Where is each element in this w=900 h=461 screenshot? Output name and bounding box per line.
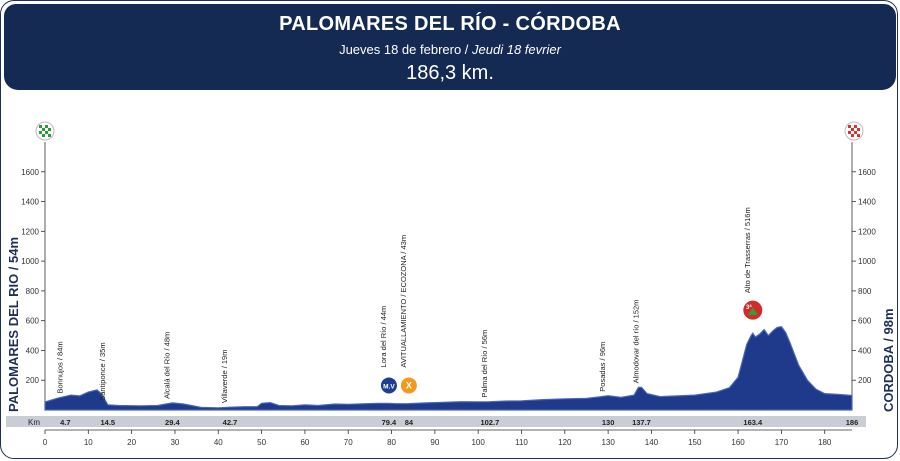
left-y-tick-label: 400 [26,346,40,355]
left-y-tick-label: 1400 [21,198,39,207]
right-y-tick-label: 1600 [858,168,876,177]
start-flag-icon-square [45,131,48,134]
climb-category-label: 3ª [746,304,752,311]
start-flag-icon-square [39,125,42,128]
km-bar-label: 79.4 [382,418,397,427]
start-flag-icon [35,121,55,141]
km-bar-label: 4.7 [60,418,70,427]
start-flag-icon-square [48,128,51,131]
km-bar-label: 137.7 [632,418,651,427]
stage-header: PALOMARES DEL RÍO - CÓRDOBA Jueves 18 de… [4,4,896,90]
right-y-tick-label: 600 [858,317,872,326]
km-bar [6,416,866,427]
x-tick-label: 30 [170,438,179,447]
x-tick-label: 160 [731,438,745,447]
waypoint-label: Alto de Trasserras / 516m [743,207,752,293]
waypoint-label: Alcalá del Río / 48m [162,332,171,399]
waypoint-label: Almodovar del río / 152m [631,300,640,384]
right-y-tick-label: 1000 [858,257,876,266]
x-tick-label: 120 [558,438,572,447]
x-tick-label: 10 [84,438,93,447]
x-tick-label: 80 [387,438,396,447]
km-bar-label: 14.5 [101,418,116,427]
km-bar-label: 29.4 [165,418,180,427]
x-tick-label: 140 [645,438,659,447]
marker-circle [400,377,417,394]
x-tick-label: 130 [601,438,615,447]
right-y-tick-label: 1200 [858,227,876,236]
start-town-label: PALOMARES DEL RIO / 54m [6,236,21,412]
finish-flag-icon [844,121,864,141]
x-tick-label: 100 [471,438,485,447]
date-french: Jeudi 18 fevrier [472,42,561,57]
left-y-tick-label: 1200 [21,227,39,236]
x-tick-label: 170 [775,438,789,447]
finish-flag-icon-square [857,128,860,131]
waypoint-label: Villaverde / 19m [220,350,229,404]
mountain-icon [747,307,758,316]
finish-flag-icon-square [848,125,851,128]
x-tick-label: 0 [43,438,48,447]
km-bar-label: 84 [405,418,414,427]
elevation-profile-area [44,325,853,411]
start-flag-icon-square [39,131,42,134]
waypoint-label: Palma del Río / 56m [480,330,489,398]
date-spanish: Jueves 18 de febrero / [339,42,469,57]
finish-flag-icon-square [854,125,857,128]
waypoint-label: Lora del Río / 44m [379,306,388,368]
finish-flag-icon-square [851,134,854,137]
right-y-tick-label: 1400 [858,198,876,207]
waypoint-label: Bonnujos / 84m [55,341,64,393]
start-flag-icon-square [42,134,45,137]
x-tick-label: 20 [127,438,136,447]
finish-flag-icon-square [857,134,860,137]
x-tick-label: 150 [688,438,702,447]
x-tick-label: 180 [818,438,832,447]
km-bar-label: 130 [602,418,615,427]
stage-date: Jueves 18 de febrero / Jeudi 18 fevrier [4,42,896,57]
finish-flag-icon-square [848,131,851,134]
km-bar-label: 163.4 [743,418,763,427]
finish-flag-icon-square [851,128,854,131]
left-y-tick-label: 1600 [21,168,39,177]
marker-label: X [406,380,412,390]
marker-circle [380,377,397,394]
waypoint-label: Posadas / 96m [598,342,607,392]
km-bar-label: 186 [846,418,859,427]
stage-title: PALOMARES DEL RÍO - CÓRDOBA [279,13,621,35]
km-axis-label: Km [28,418,40,427]
left-y-tick-label: 1000 [21,257,39,266]
left-y-tick-label: 600 [26,317,40,326]
waypoint-label: AVITUALLAMIENTO / ECOZONA / 43m [399,235,408,368]
km-bar-label: 102.7 [480,418,499,427]
x-tick-label: 70 [344,438,353,447]
start-flag-icon-square [45,125,48,128]
waypoint-label: Santiponce / 35m [98,342,107,400]
right-y-tick-label: 800 [858,287,872,296]
left-y-tick-label: 800 [26,287,40,296]
x-tick-label: 110 [515,438,528,447]
x-tick-label: 90 [430,438,439,447]
start-flag-icon-square [48,134,51,137]
x-tick-label: 50 [257,438,266,447]
km-bar-label: 42.7 [223,418,238,427]
start-flag-icon-square [42,128,45,131]
right-y-tick-label: 400 [858,346,872,355]
stage-distance: 186,3 km. [406,62,494,84]
x-tick-label: 40 [214,438,223,447]
right-y-tick-label: 200 [858,376,872,385]
left-y-tick-label: 200 [26,376,40,385]
finish-town-label: CORDOBA / 98m [881,308,896,412]
x-tick-label: 60 [300,438,309,447]
finish-flag-icon-square [854,131,857,134]
marker-label: M.V [383,383,395,390]
